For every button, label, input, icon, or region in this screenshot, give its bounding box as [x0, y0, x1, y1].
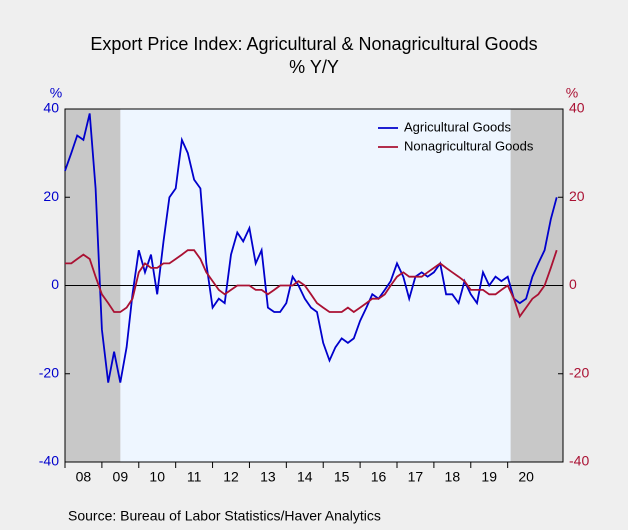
y-tick-label: -20 [39, 364, 59, 380]
y2-axis-label: % [566, 85, 578, 101]
x-tick-label: 08 [76, 469, 92, 485]
y2-tick-label: 0 [569, 276, 577, 292]
chart-subtitle: % Y/Y [289, 57, 339, 77]
x-tick-label: 14 [297, 469, 313, 485]
series-line [65, 249, 558, 319]
y-tick-label: 20 [43, 188, 59, 204]
x-tick-label: 19 [481, 469, 497, 485]
y2-tick-label: 20 [569, 188, 585, 204]
x-tick-label: 12 [223, 469, 239, 485]
y-tick-label: -40 [39, 453, 59, 469]
source: Source: Bureau of Labor Statistics/Haver… [68, 508, 381, 524]
y2-tick-label: -20 [569, 364, 589, 380]
plot-frame [64, 108, 564, 463]
legend-label: Nonagricultural Goods [404, 138, 534, 153]
y2-tick-label: 40 [569, 100, 585, 116]
x-tick-label: 13 [260, 469, 276, 485]
y-tick-label: 40 [43, 100, 59, 116]
x-tick-label: 20 [518, 469, 534, 485]
x-tick-label: 10 [149, 469, 165, 485]
legend-label: Agricultural Goods [404, 119, 511, 134]
y2-tick-label: -40 [569, 453, 589, 469]
series-line [64, 113, 558, 383]
chart-title: Export Price Index: Agricultural & Nonag… [90, 34, 537, 54]
y-tick-label: 0 [51, 276, 59, 292]
x-tick-label: 18 [445, 469, 461, 485]
x-tick-label: 16 [371, 469, 387, 485]
x-tick-label: 11 [187, 469, 202, 485]
x-tick-label: 15 [334, 469, 350, 485]
x-tick-label: 09 [113, 469, 129, 485]
y-axis-label: % [50, 85, 62, 101]
x-tick-label: 17 [408, 469, 424, 485]
